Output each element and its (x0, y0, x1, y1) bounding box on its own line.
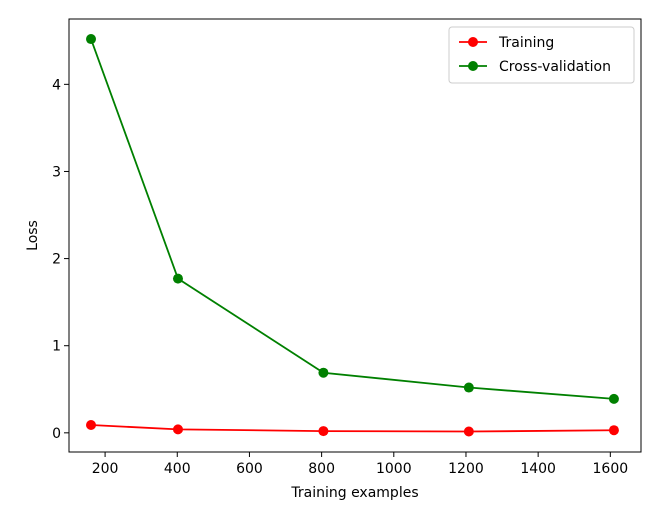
legend-marker-training (468, 37, 478, 47)
x-tick-label: 400 (164, 461, 191, 477)
legend: Training Cross-validation (448, 26, 635, 84)
data-point-cross-validation (463, 382, 474, 393)
y-tick-label: 0 (52, 426, 61, 442)
x-tick-label: 1200 (448, 461, 484, 477)
x-axis-label: Training examples (290, 485, 418, 501)
x-tick-label: 1400 (520, 461, 556, 477)
data-point-training (86, 419, 97, 430)
axes-frame (68, 18, 642, 453)
x-axis: 200 400 600 800 1000 1200 1400 1600 (92, 452, 628, 477)
y-axis: 0 1 2 3 4 (52, 77, 69, 442)
legend-label-training: Training (498, 35, 554, 51)
series-line-cross-validation (90, 38, 615, 400)
x-tick-label: 800 (308, 461, 335, 477)
x-tick-label: 600 (236, 461, 263, 477)
data-point-cross-validation (172, 273, 183, 284)
data-point-training (608, 425, 619, 436)
data-point-training (463, 426, 474, 437)
plot-area (86, 34, 619, 437)
series-line-training (90, 424, 614, 433)
y-tick-label: 3 (52, 164, 61, 180)
x-tick-label: 1000 (376, 461, 412, 477)
legend-box (448, 26, 635, 84)
y-tick-label: 4 (52, 77, 61, 93)
data-point-cross-validation (318, 367, 329, 378)
y-tick-label: 1 (52, 339, 61, 355)
y-axis-label: Loss (25, 220, 41, 251)
data-point-training (172, 424, 183, 435)
data-point-training (318, 426, 329, 437)
legend-label-cross-validation: Cross-validation (499, 59, 611, 75)
data-point-cross-validation (608, 393, 619, 404)
x-tick-label: 1600 (593, 461, 629, 477)
x-tick-label: 200 (92, 461, 119, 477)
legend-marker-cross-validation (468, 61, 478, 71)
data-point-cross-validation (86, 34, 97, 45)
y-tick-label: 2 (52, 252, 61, 268)
